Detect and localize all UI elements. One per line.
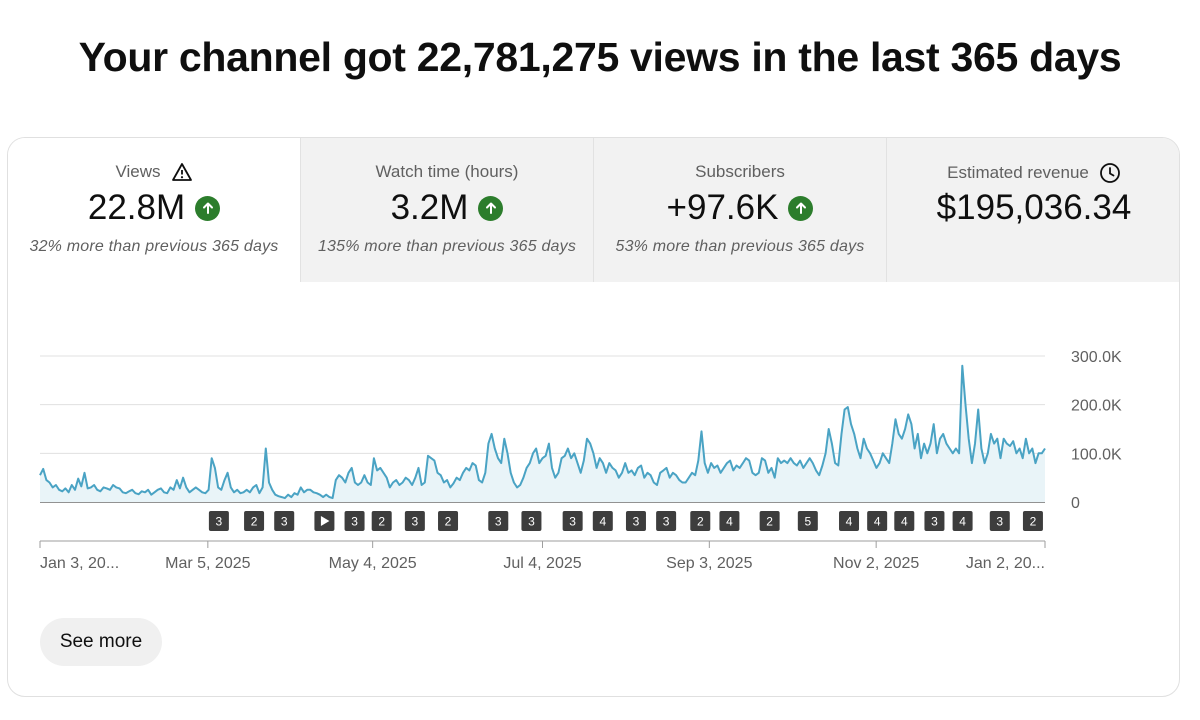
metric-label: Views — [115, 162, 161, 181]
clock-icon[interactable] — [1099, 162, 1121, 184]
video-marker-count: 3 — [996, 515, 1003, 529]
tab-estimated-revenue[interactable]: Estimated revenue $195,036.34 — [886, 138, 1179, 282]
x-tick-label: Mar 5, 2025 — [165, 555, 250, 572]
video-marker-count: 4 — [846, 515, 853, 529]
chart-series-line — [39, 364, 1046, 500]
video-marker-count: 3 — [351, 515, 358, 529]
tab-views[interactable]: Views 22.8M 32% more than previous 365 d… — [8, 138, 300, 282]
metric-label: Watch time (hours) — [375, 162, 519, 181]
video-marker[interactable]: 4 — [894, 511, 915, 531]
video-marker[interactable]: 2 — [759, 511, 780, 531]
x-tick-label: Nov 2, 2025 — [833, 555, 919, 572]
video-marker[interactable]: 3 — [625, 511, 646, 531]
video-marker[interactable]: 4 — [867, 511, 888, 531]
video-marker-count: 2 — [766, 515, 773, 529]
video-marker[interactable]: 2 — [438, 511, 459, 531]
video-marker-count: 3 — [528, 515, 535, 529]
video-marker[interactable]: 4 — [719, 511, 740, 531]
video-marker-count: 2 — [697, 515, 704, 529]
video-marker-count: 4 — [599, 515, 606, 529]
video-marker-play[interactable] — [314, 511, 335, 531]
video-marker-count: 3 — [569, 515, 576, 529]
video-marker[interactable]: 4 — [839, 511, 860, 531]
y-tick-label: 300.0K — [1071, 349, 1122, 366]
video-marker-count: 5 — [804, 515, 811, 529]
video-marker-count: 2 — [251, 515, 258, 529]
video-marker[interactable]: 2 — [1022, 511, 1043, 531]
metric-compare: 53% more than previous 365 days — [615, 238, 865, 255]
video-marker[interactable]: 3 — [989, 511, 1010, 531]
video-marker-count: 2 — [378, 515, 385, 529]
warning-icon[interactable] — [171, 162, 193, 182]
video-marker[interactable]: 3 — [404, 511, 425, 531]
video-marker[interactable]: 2 — [371, 511, 392, 531]
video-marker[interactable]: 3 — [656, 511, 677, 531]
metric-value: 22.8M — [87, 188, 186, 227]
y-tick-label: 100.0K — [1071, 446, 1122, 463]
views-chart-svg: 300.0K 200.0K 100.0K 0 Jan 3, 20... Mar 5, 20… — [39, 349, 1122, 572]
page-headline: Your channel got 22,781,275 views in the… — [78, 34, 1122, 80]
video-marker[interactable]: 3 — [208, 511, 229, 531]
metric-tabs: Views 22.8M 32% more than previous 365 d… — [8, 138, 1179, 282]
metric-value: 3.2M — [390, 188, 469, 227]
x-tick-label: Jan 3, 20... — [40, 555, 119, 572]
video-marker-count: 3 — [931, 515, 938, 529]
video-marker[interactable]: 3 — [488, 511, 509, 531]
y-tick-label: 0 — [1071, 495, 1080, 512]
video-marker-count: 4 — [726, 515, 733, 529]
video-marker[interactable]: 3 — [924, 511, 945, 531]
play-icon — [320, 516, 330, 526]
video-marker-count: 4 — [959, 515, 966, 529]
video-marker[interactable]: 2 — [690, 511, 711, 531]
video-marker[interactable]: 3 — [344, 511, 365, 531]
video-marker-count: 3 — [412, 515, 419, 529]
chart-area — [40, 365, 1045, 502]
x-tick-label: Jul 4, 2025 — [503, 555, 581, 572]
video-marker-count: 3 — [495, 515, 502, 529]
video-marker[interactable]: 4 — [952, 511, 973, 531]
video-marker-count: 4 — [901, 515, 908, 529]
metric-label: Subscribers — [695, 162, 785, 181]
tab-watch-time[interactable]: Watch time (hours) 3.2M 135% more than p… — [300, 138, 593, 282]
x-tick-label: Sep 3, 2025 — [666, 555, 752, 572]
trend-up-icon — [788, 195, 814, 221]
analytics-card: Views 22.8M 32% more than previous 365 d… — [7, 137, 1180, 697]
metric-label: Estimated revenue — [947, 163, 1089, 182]
trend-up-icon — [478, 195, 504, 221]
video-marker-count: 3 — [281, 515, 288, 529]
video-marker[interactable]: 2 — [244, 511, 265, 531]
metric-value: $195,036.34 — [936, 188, 1132, 227]
trend-up-icon — [195, 195, 221, 221]
metric-compare: 135% more than previous 365 days — [317, 238, 577, 255]
y-tick-label: 200.0K — [1071, 398, 1122, 415]
x-tick-label: Jan 2, 20... — [966, 555, 1045, 572]
video-marker-count: 3 — [633, 515, 640, 529]
video-marker-count: 2 — [445, 515, 452, 529]
video-marker-count: 3 — [216, 515, 223, 529]
metric-value: +97.6K — [666, 188, 779, 227]
video-marker[interactable]: 3 — [562, 511, 583, 531]
tab-subscribers[interactable]: Subscribers +97.6K 53% more than previou… — [593, 138, 886, 282]
video-marker-count: 3 — [663, 515, 670, 529]
metric-compare: 32% more than previous 365 days — [29, 238, 279, 255]
video-marker-count: 4 — [874, 515, 881, 529]
video-marker[interactable]: 3 — [521, 511, 542, 531]
video-marker[interactable]: 4 — [592, 511, 613, 531]
see-more-button[interactable]: See more — [40, 618, 162, 666]
video-marker[interactable]: 5 — [797, 511, 818, 531]
video-marker[interactable]: 3 — [274, 511, 295, 531]
views-chart: 300.0K 200.0K 100.0K 0 Jan 3, 20... Mar 5, 20… — [8, 282, 1179, 582]
video-marker-count: 2 — [1030, 515, 1037, 529]
x-tick-label: May 4, 2025 — [329, 555, 417, 572]
